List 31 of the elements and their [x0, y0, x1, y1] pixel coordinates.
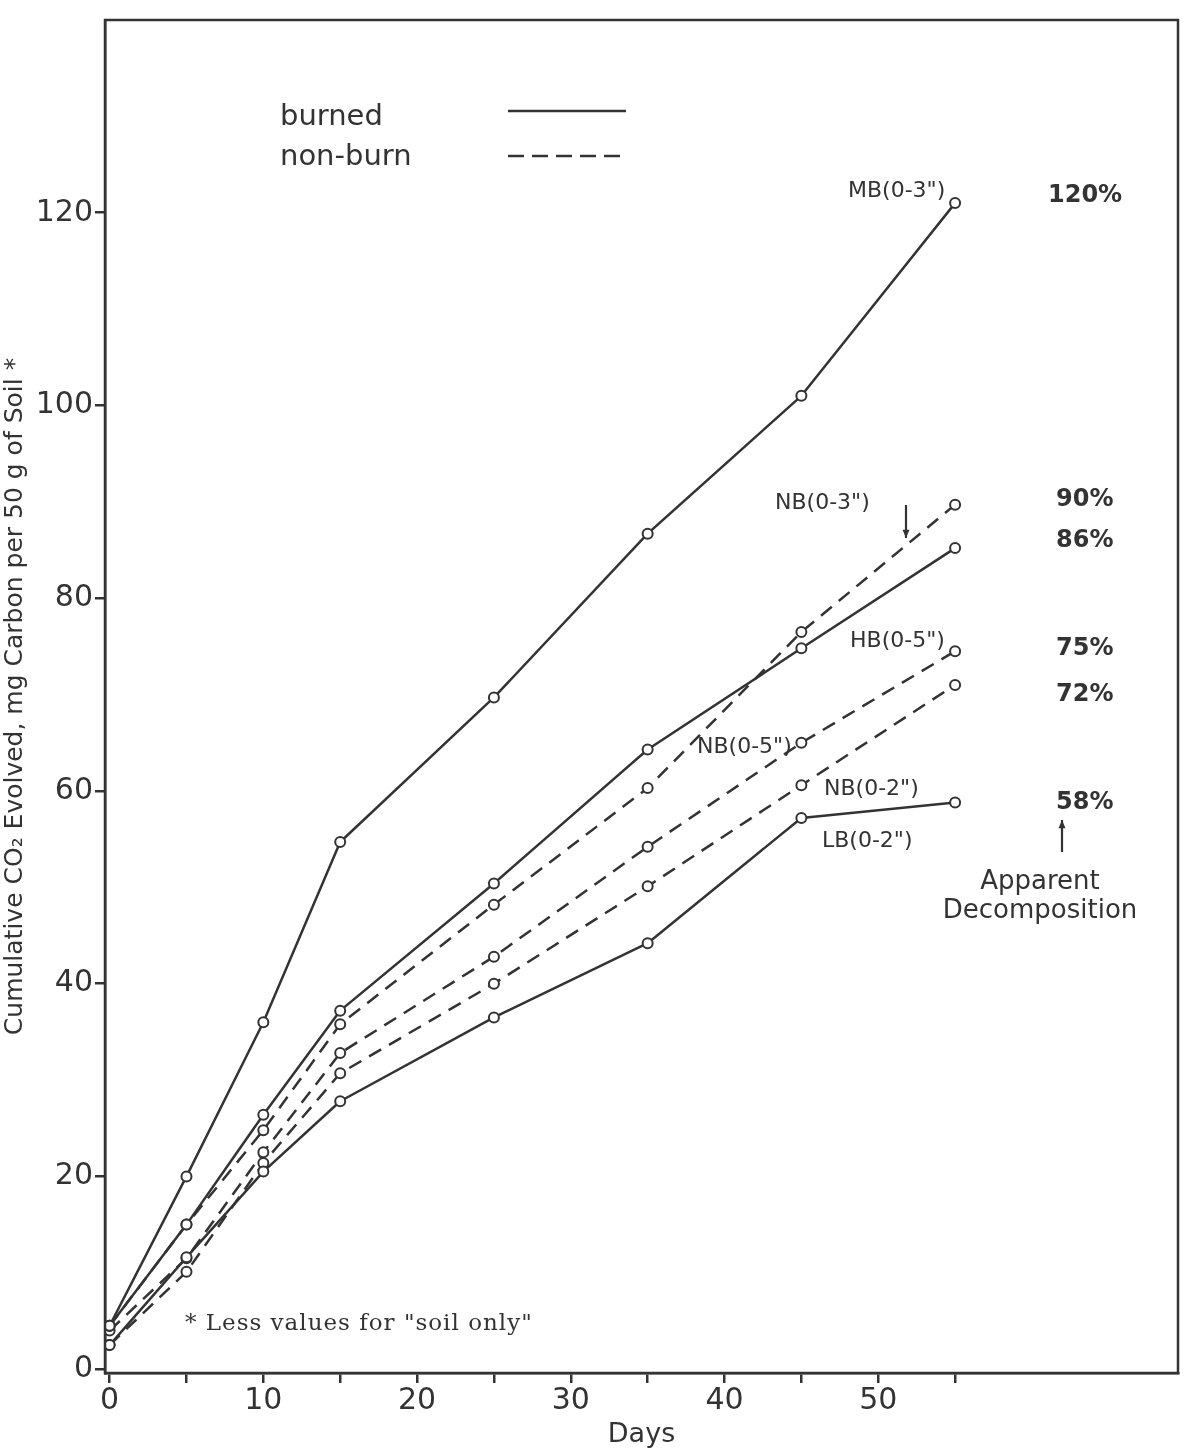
x-tick-label: 20 — [397, 1380, 437, 1416]
x-tick-label: 50 — [859, 1380, 898, 1416]
annotation: 86% — [1056, 525, 1114, 553]
series-label: NB(0-5") — [697, 733, 792, 759]
x-tick-label: 40 — [705, 1380, 744, 1416]
annotation: 90% — [1056, 484, 1114, 512]
y-tick-label: 0 — [73, 1348, 93, 1384]
text: NB(0-3") — [775, 489, 870, 515]
series-label: HB(0-5") — [850, 627, 945, 653]
x-tick-label: 10 — [244, 1380, 283, 1416]
series-label: NB(0-2") — [824, 775, 919, 801]
y-tick-label: 120 — [35, 192, 93, 228]
annotation: non-burn — [280, 138, 412, 172]
annotation: 75% — [1056, 633, 1114, 661]
y-tick-label: 100 — [35, 385, 93, 421]
series-label: LB(0-2") — [822, 827, 913, 853]
x-axis-title: Days — [607, 1416, 676, 1448]
annotation: burned — [280, 98, 383, 132]
y-tick-label: 40 — [54, 963, 93, 999]
annotation: Apparent Decomposition — [941, 865, 1139, 924]
annotation: 58% — [1056, 787, 1114, 815]
annotation: * Less values for "soil only" — [185, 1309, 533, 1336]
y-tick-label: 60 — [54, 770, 93, 806]
annotation: 120% — [1048, 180, 1123, 208]
series-label: MB(0-3") — [848, 177, 946, 203]
y-tick-label: 80 — [54, 578, 93, 613]
x-tick-label: 0 — [100, 1380, 120, 1416]
annotation: 72% — [1056, 679, 1114, 707]
y-tick-label: 20 — [54, 1156, 93, 1192]
x-tick-label: 30 — [551, 1380, 590, 1416]
y-axis-title: Cumulative CO₂ Evolved, mg Carbon per 50 g of Soil * — [0, 357, 28, 1036]
